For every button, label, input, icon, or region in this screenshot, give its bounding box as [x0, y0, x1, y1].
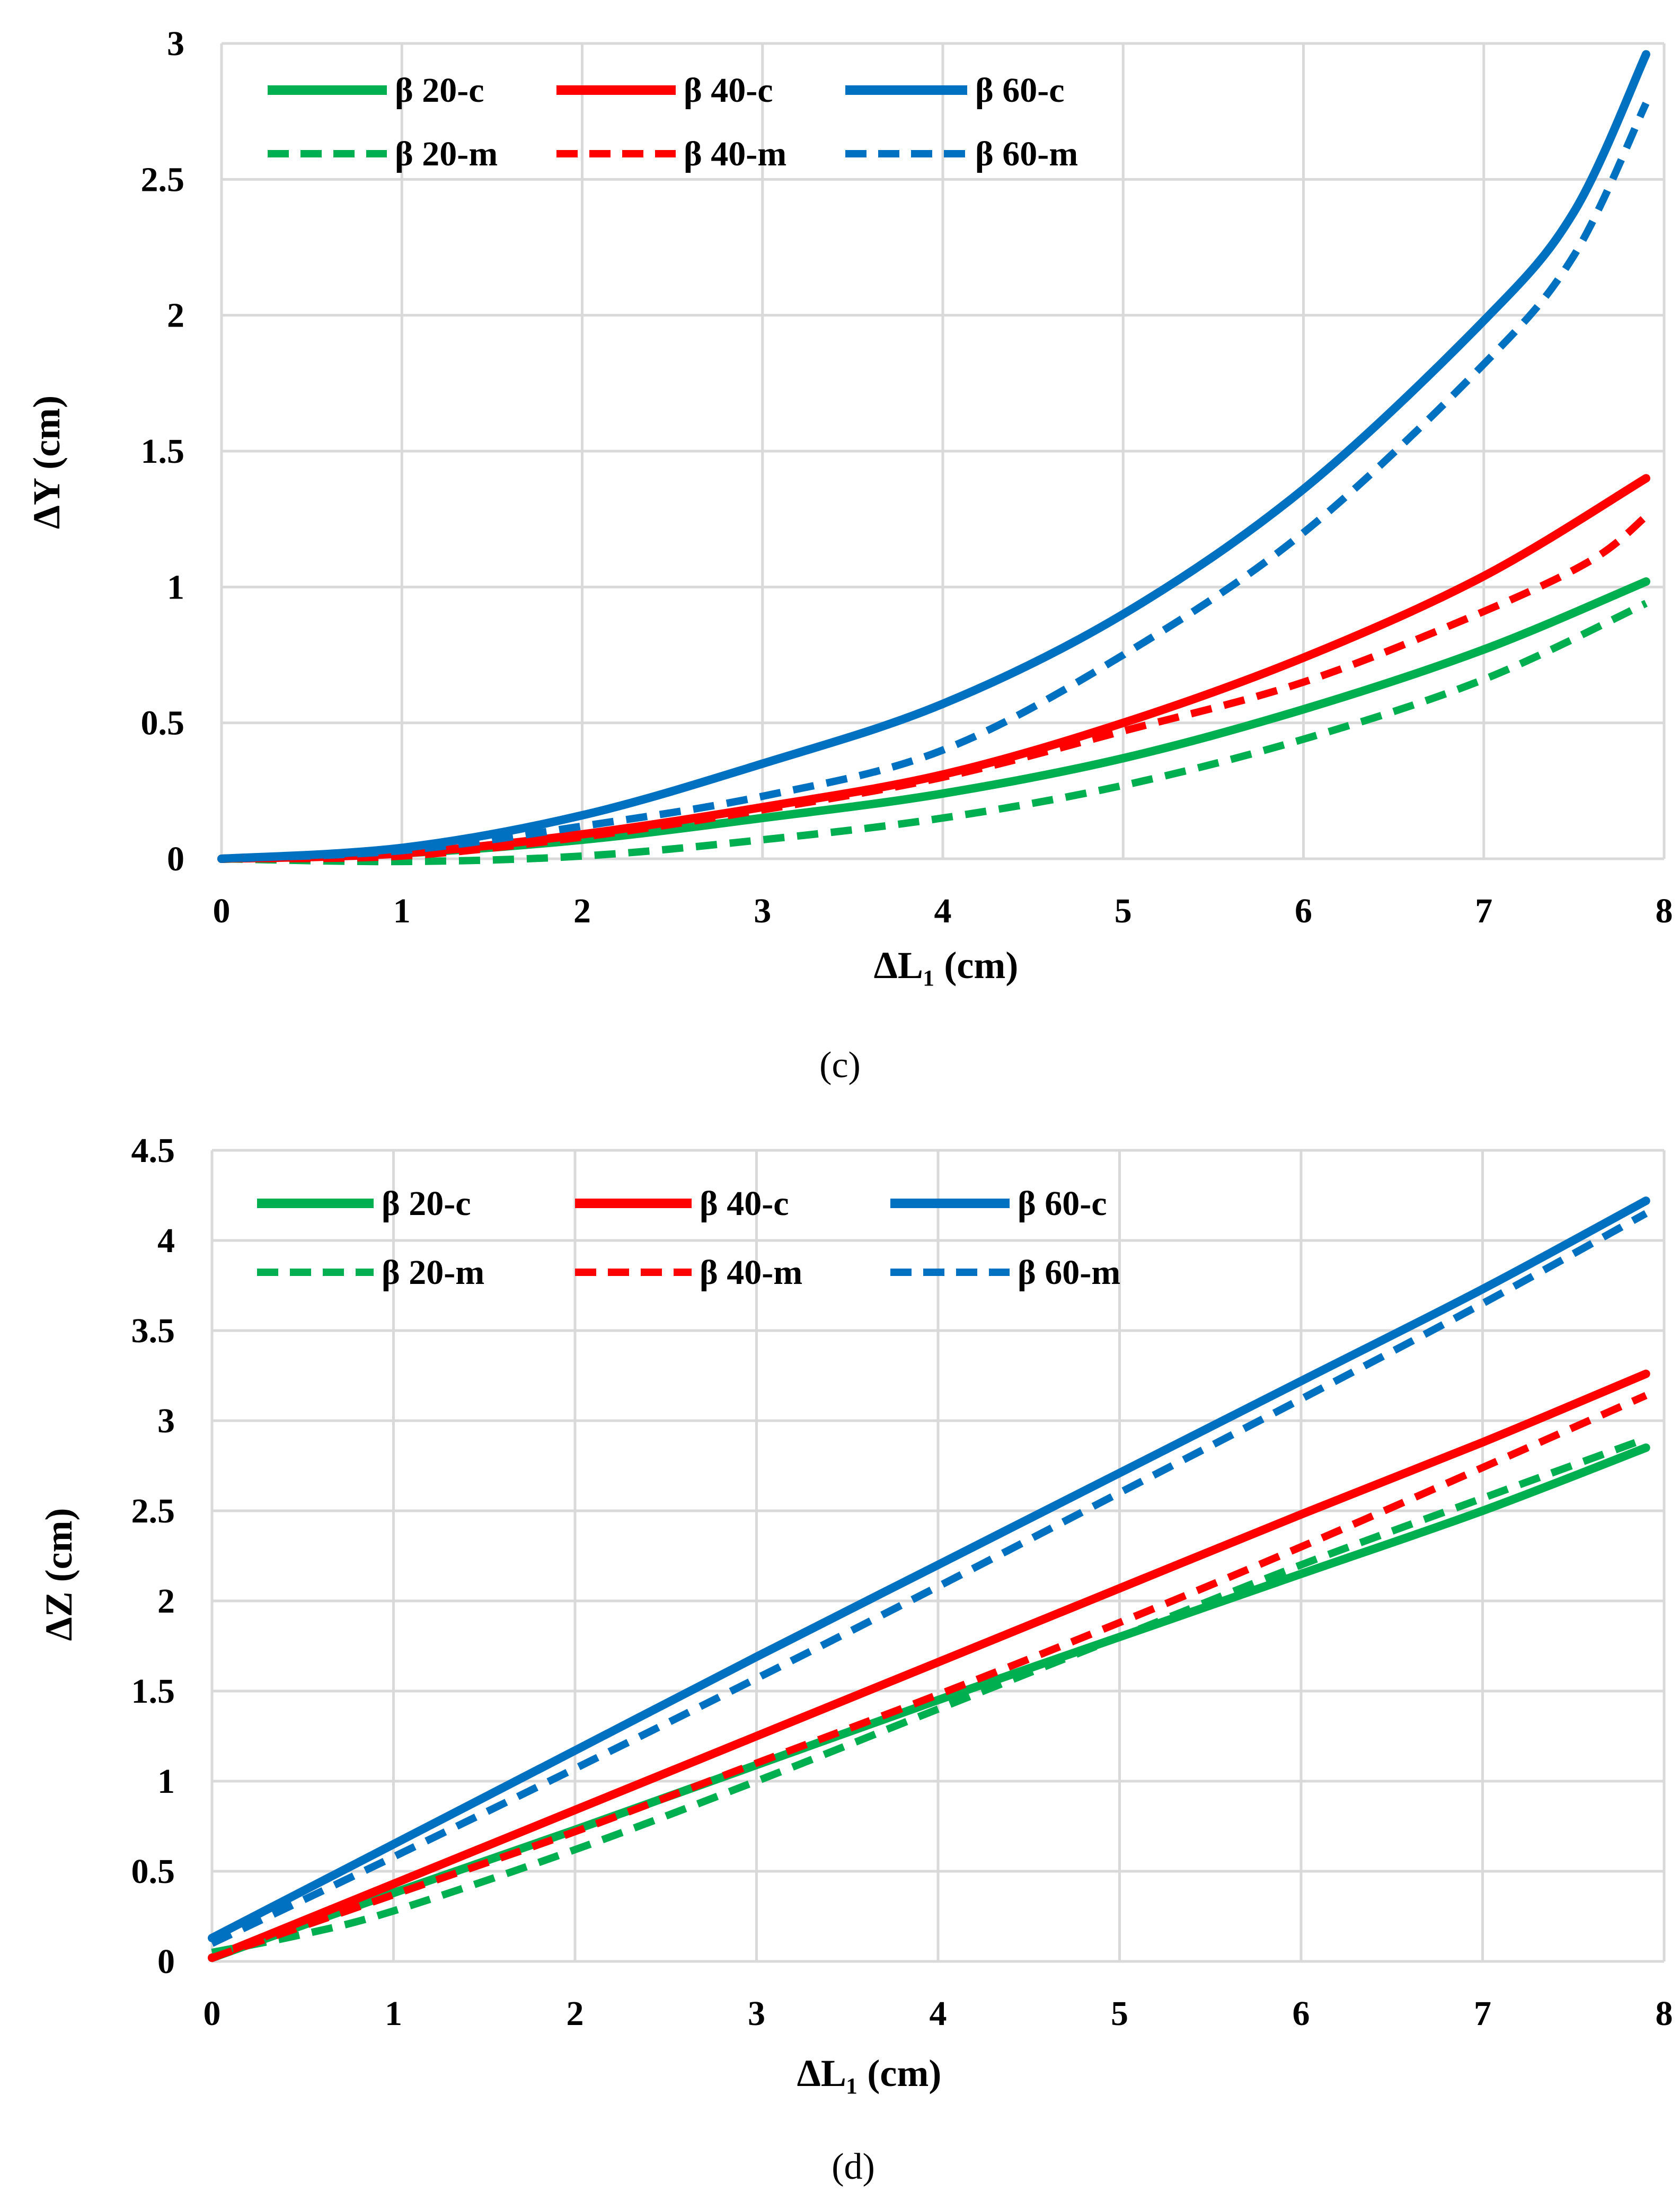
chart-d-y-tick-0: 0 — [157, 1942, 175, 1981]
chart-d-x-tick-1: 1 — [385, 1994, 402, 2033]
legend-c-b40m-label: β 40-m — [684, 135, 786, 173]
chart-c-y-tick-1: 0.5 — [141, 704, 185, 743]
chart-c-y-tick-4: 2 — [167, 296, 184, 335]
chart-d-x-tick-8: 8 — [1656, 1994, 1673, 2033]
chart-c-y-tick-0: 0 — [167, 840, 184, 878]
chart-c-x-tick-1: 1 — [393, 892, 411, 930]
chart-c-x-axis-title: ΔL₁ (cm) — [874, 944, 1019, 987]
chart-d-y-tick-6: 3 — [157, 1402, 175, 1440]
chart-c-x-ticks: 0 1 2 3 4 5 6 7 8 — [213, 892, 1673, 930]
chart-c-y-tick-6: 3 — [167, 24, 184, 63]
chart-c-x-tick-3: 3 — [754, 892, 771, 930]
chart-c: 0 1 2 3 4 5 6 7 8 0 0.5 1 1.5 2 2.5 3 ΔL₁ (cm) ΔY (cm)… — [25, 24, 1673, 1086]
chart-d-y-tick-9: 4.5 — [131, 1131, 175, 1170]
chart-d-x-tick-3: 3 — [748, 1994, 765, 2033]
chart-d-series--20-m — [211, 1435, 1648, 1956]
chart-d-series — [208, 1196, 1650, 1962]
chart-d-x-tick-0: 0 — [204, 1994, 221, 2033]
chart-d-x-tick-4: 4 — [930, 1994, 947, 2033]
chart-d-series--60-m — [210, 1210, 1648, 1947]
chart-c-grid — [220, 42, 1666, 860]
chart-c-y-axis-title: ΔY (cm) — [25, 395, 68, 529]
chart-d-y-tick-4: 2 — [157, 1582, 175, 1621]
chart-c-y-tick-3: 1.5 — [141, 432, 185, 471]
chart-c-series--60-c — [217, 50, 1650, 863]
chart-d-series--40-c — [208, 1369, 1650, 1962]
chart-d-y-tick-1: 0.5 — [131, 1852, 175, 1891]
chart-c-series--40-m — [221, 513, 1649, 862]
chart-c-x-tick-8: 8 — [1656, 892, 1673, 930]
legend-c-b60c-label: β 60-c — [975, 71, 1065, 110]
chart-c-x-tick-4: 4 — [934, 892, 952, 930]
legend-d-b20m-label: β 20-m — [382, 1253, 484, 1292]
panel-label-d: (d) — [832, 2146, 875, 2187]
chart-d-y-tick-3: 1.5 — [131, 1672, 175, 1711]
chart-d-y-ticks: 0 0.5 1 1.5 2 2.5 3 3.5 4 4.5 — [131, 1131, 175, 1981]
legend-d-b60m-label: β 60-m — [1018, 1253, 1120, 1292]
chart-c-series--20-m — [221, 600, 1648, 866]
legend-c-b40c-label: β 40-c — [684, 71, 773, 110]
chart-c-series — [217, 50, 1650, 866]
chart-d-x-tick-5: 5 — [1111, 1994, 1128, 2033]
chart-d-y-tick-2: 1 — [157, 1762, 175, 1801]
legend-c-b60m-label: β 60-m — [975, 135, 1078, 173]
legend-d-b40c-label: β 40-c — [700, 1184, 789, 1223]
chart-d-y-tick-7: 3.5 — [131, 1311, 175, 1350]
legend-d-b20c-label: β 20-c — [382, 1184, 471, 1223]
chart-c-y-ticks: 0 0.5 1 1.5 2 2.5 3 — [141, 24, 185, 878]
legend-d-b60c-label: β 60-c — [1018, 1184, 1107, 1223]
chart-c-x-tick-7: 7 — [1475, 892, 1492, 930]
chart-c-x-tick-0: 0 — [213, 892, 231, 930]
chart-d-legend: β 20-c β 40-c β 60-c β 20-m β 40-m β 60-… — [257, 1184, 1120, 1292]
chart-c-series--60-m — [221, 101, 1650, 862]
chart-d-y-tick-8: 4 — [157, 1221, 175, 1260]
chart-c-y-tick-2: 1 — [167, 568, 184, 606]
chart-c-legend: β 20-c β 40-c β 60-c β 20-m β 40-m β 60-… — [268, 71, 1078, 173]
legend-c-b20c-label: β 20-c — [395, 71, 484, 110]
chart-d-x-axis-title: ΔL₁ (cm) — [797, 2052, 942, 2094]
chart-d-y-tick-5: 2.5 — [131, 1492, 175, 1530]
chart-d-x-tick-6: 6 — [1293, 1994, 1310, 2033]
legend-c-b20m-label: β 20-m — [395, 135, 498, 173]
chart-c-y-tick-5: 2.5 — [141, 160, 185, 199]
panel-label-c: (c) — [819, 1045, 861, 1086]
chart-d-y-axis-title: ΔZ (cm) — [38, 1508, 80, 1641]
chart-d-series--40-m — [210, 1392, 1648, 1961]
chart-d-x-tick-7: 7 — [1474, 1994, 1491, 2033]
chart-c-x-tick-6: 6 — [1295, 892, 1312, 930]
chart-d-series--20-c — [208, 1443, 1650, 1962]
chart-c-x-tick-2: 2 — [573, 892, 591, 930]
chart-d-series--60-c — [208, 1196, 1650, 1942]
legend-d-b40m-label: β 40-m — [700, 1253, 802, 1292]
chart-c-x-tick-5: 5 — [1115, 892, 1132, 930]
chart-d-x-tick-2: 2 — [567, 1994, 584, 2033]
chart-d-x-ticks: 0 1 2 3 4 5 6 7 8 — [204, 1994, 1673, 2033]
